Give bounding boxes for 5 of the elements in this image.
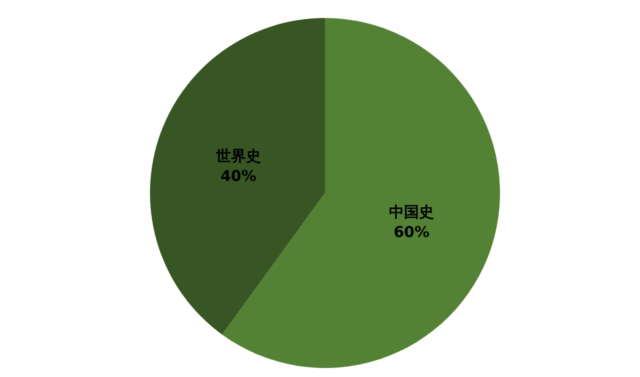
slice-label: 中国史 (389, 203, 434, 222)
data-label: 40% (220, 166, 256, 185)
slice-label: 世界史 (214, 146, 261, 165)
pie-slice (150, 18, 325, 335)
data-label: 60% (394, 223, 430, 242)
